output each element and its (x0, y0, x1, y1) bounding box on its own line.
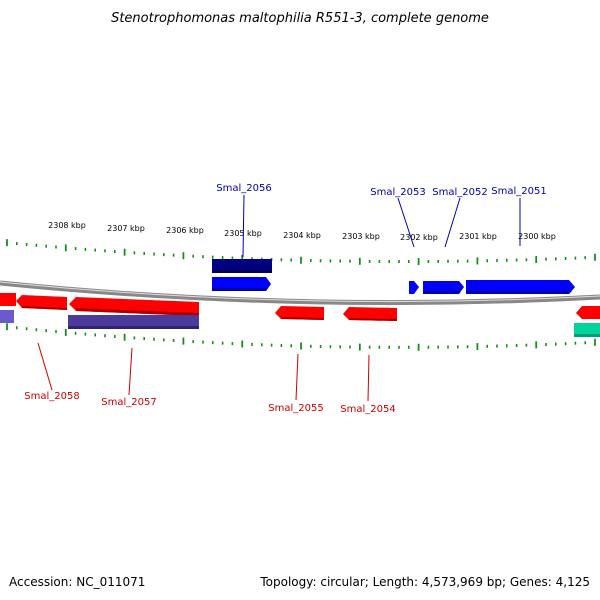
tick-label: 2301 kbp (459, 232, 497, 241)
gene-smal-2053[interactable] (409, 281, 419, 294)
tick-label: 2308 kbp (48, 221, 86, 230)
tick-label: 2300 kbp (518, 232, 556, 241)
label-leaders (37, 194, 521, 402)
gene-smal-2054[interactable] (343, 307, 397, 321)
gene-label[interactable]: Smal_2057 (101, 397, 156, 408)
reverse-genes (0, 293, 600, 337)
gene-label[interactable]: Smal_2058 (24, 391, 79, 402)
gene-label[interactable]: Smal_2056 (216, 183, 271, 194)
tick-label: 2302 kbp (400, 233, 438, 242)
gene-teal[interactable] (574, 323, 600, 337)
gene-right-edge-red[interactable] (576, 306, 600, 319)
genome-backbone-highlight (0, 281, 600, 303)
map-title: Stenotrophomonas maltophilia R551-3, com… (111, 11, 489, 26)
inner-tick-row (6, 323, 596, 351)
tick-label: 2304 kbp (283, 231, 321, 240)
gene-smal-2058[interactable] (16, 295, 67, 310)
gene-label[interactable]: Smal_2051 (491, 186, 546, 197)
tick-label: 2307 kbp (107, 224, 145, 233)
gene-label[interactable]: Smal_2052 (432, 187, 487, 198)
gene-navy[interactable] (212, 259, 272, 273)
tick-label: 2303 kbp (342, 232, 380, 241)
gene-smal-2055[interactable] (275, 306, 324, 320)
gene-label[interactable]: Smal_2053 (370, 187, 425, 198)
tick-labels: 2308 kbp 2307 kbp 2306 kbp 2305 kbp 2304 kbp… (48, 221, 556, 242)
tick-label: 2306 kbp (166, 226, 204, 235)
gene-label[interactable]: Smal_2054 (340, 404, 395, 415)
forward-genes (212, 259, 575, 294)
gene-purple[interactable] (68, 315, 199, 329)
gene-smal-2056[interactable] (212, 277, 271, 291)
gene-left-edge-red[interactable] (0, 293, 16, 306)
topology-summary-text: Topology: circular; Length: 4,573,969 bp… (260, 575, 590, 589)
gene-purple-left[interactable] (0, 310, 14, 323)
accession-text: Accession: NC_011071 (9, 575, 146, 589)
gene-label[interactable]: Smal_2055 (268, 403, 323, 414)
gene-labels: Smal_2056 Smal_2053 Smal_2052 Smal_2051 … (24, 183, 546, 415)
outer-tick-row (6, 239, 596, 266)
genome-backbone (0, 280, 600, 306)
gene-smal-2051[interactable] (466, 280, 575, 294)
gene-smal-2052[interactable] (423, 281, 464, 294)
